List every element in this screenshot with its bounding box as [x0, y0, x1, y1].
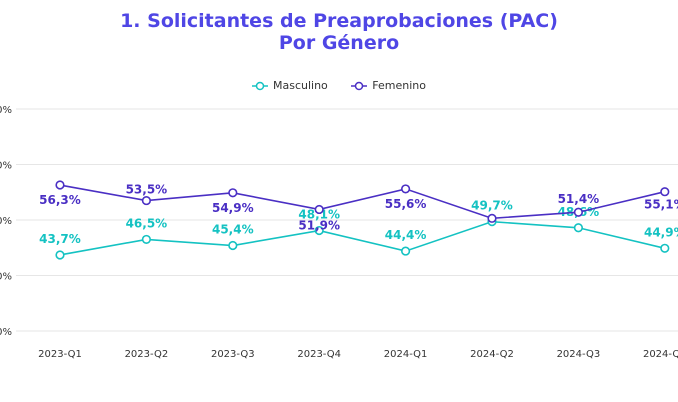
legend-item-masculino[interactable]: Masculino	[251, 79, 328, 92]
data-point	[55, 180, 65, 190]
x-tick-label: 2023-Q2	[125, 349, 169, 360]
data-point	[314, 204, 324, 215]
data-label: 56,3%	[39, 193, 81, 207]
data-label: 54,9%	[212, 201, 254, 215]
data-point	[487, 213, 497, 223]
data-point	[401, 184, 411, 194]
x-tick-label: 2023-Q3	[211, 349, 255, 360]
x-tick-label: 2024-Q4	[643, 349, 678, 360]
data-point	[55, 250, 65, 260]
data-point	[573, 223, 584, 233]
data-point	[228, 188, 238, 198]
x-tick-label: 2024-Q2	[470, 349, 514, 360]
legend-label-femenino: Femenino	[372, 79, 426, 92]
x-tick-label: 2024-Q3	[557, 349, 601, 360]
x-tick-label: 2023-Q4	[297, 349, 341, 360]
data-label: 48,1%	[298, 208, 340, 222]
data-label: 53,5%	[126, 183, 168, 197]
data-point	[141, 195, 151, 206]
y-tick-label: 0%	[0, 161, 12, 172]
x-tick-label: 2023-Q1	[38, 349, 82, 360]
y-tick-label: 0%	[0, 105, 12, 116]
legend-marker-masculino-icon	[251, 81, 268, 90]
data-label: 45,4%	[212, 223, 254, 237]
data-point	[660, 187, 670, 197]
data-point	[228, 240, 238, 251]
data-label: 55,1%	[644, 198, 678, 212]
data-label: 46,5%	[126, 216, 168, 230]
data-point	[141, 234, 151, 245]
data-point	[573, 207, 584, 217]
data-point	[401, 246, 411, 256]
series-line-masculino	[59, 220, 665, 256]
data-point	[314, 225, 324, 236]
data-label: 49,7%	[471, 199, 513, 213]
data-label: 44,4%	[385, 228, 427, 242]
y-tick-label: 0%	[0, 216, 12, 227]
data-label: 44,9%	[644, 225, 678, 239]
x-tick-label: 2024-Q1	[384, 349, 428, 360]
chart-title-line1: 1. Solicitantes de Preaprobaciones (PAC)	[120, 10, 558, 32]
chart-title-line2: Por Género	[278, 32, 400, 54]
data-label: 43,7%	[39, 232, 81, 246]
series-line-femenino	[59, 184, 665, 220]
legend-label-masculino: Masculino	[272, 79, 328, 92]
data-label: 55,6%	[385, 197, 427, 211]
y-tick-label: 0%	[0, 327, 12, 338]
chart-title: 1. Solicitantes de Preaprobaciones (PAC)…	[0, 10, 678, 54]
legend: Masculino Femenino	[0, 79, 678, 94]
legend-marker-femenino-icon	[351, 81, 368, 90]
data-point	[660, 243, 670, 253]
data-label: 51,9%	[298, 218, 340, 232]
y-tick-label: 0%	[0, 272, 12, 283]
data-label: 51,4%	[558, 192, 600, 206]
legend-item-femenino[interactable]: Femenino	[351, 79, 426, 92]
